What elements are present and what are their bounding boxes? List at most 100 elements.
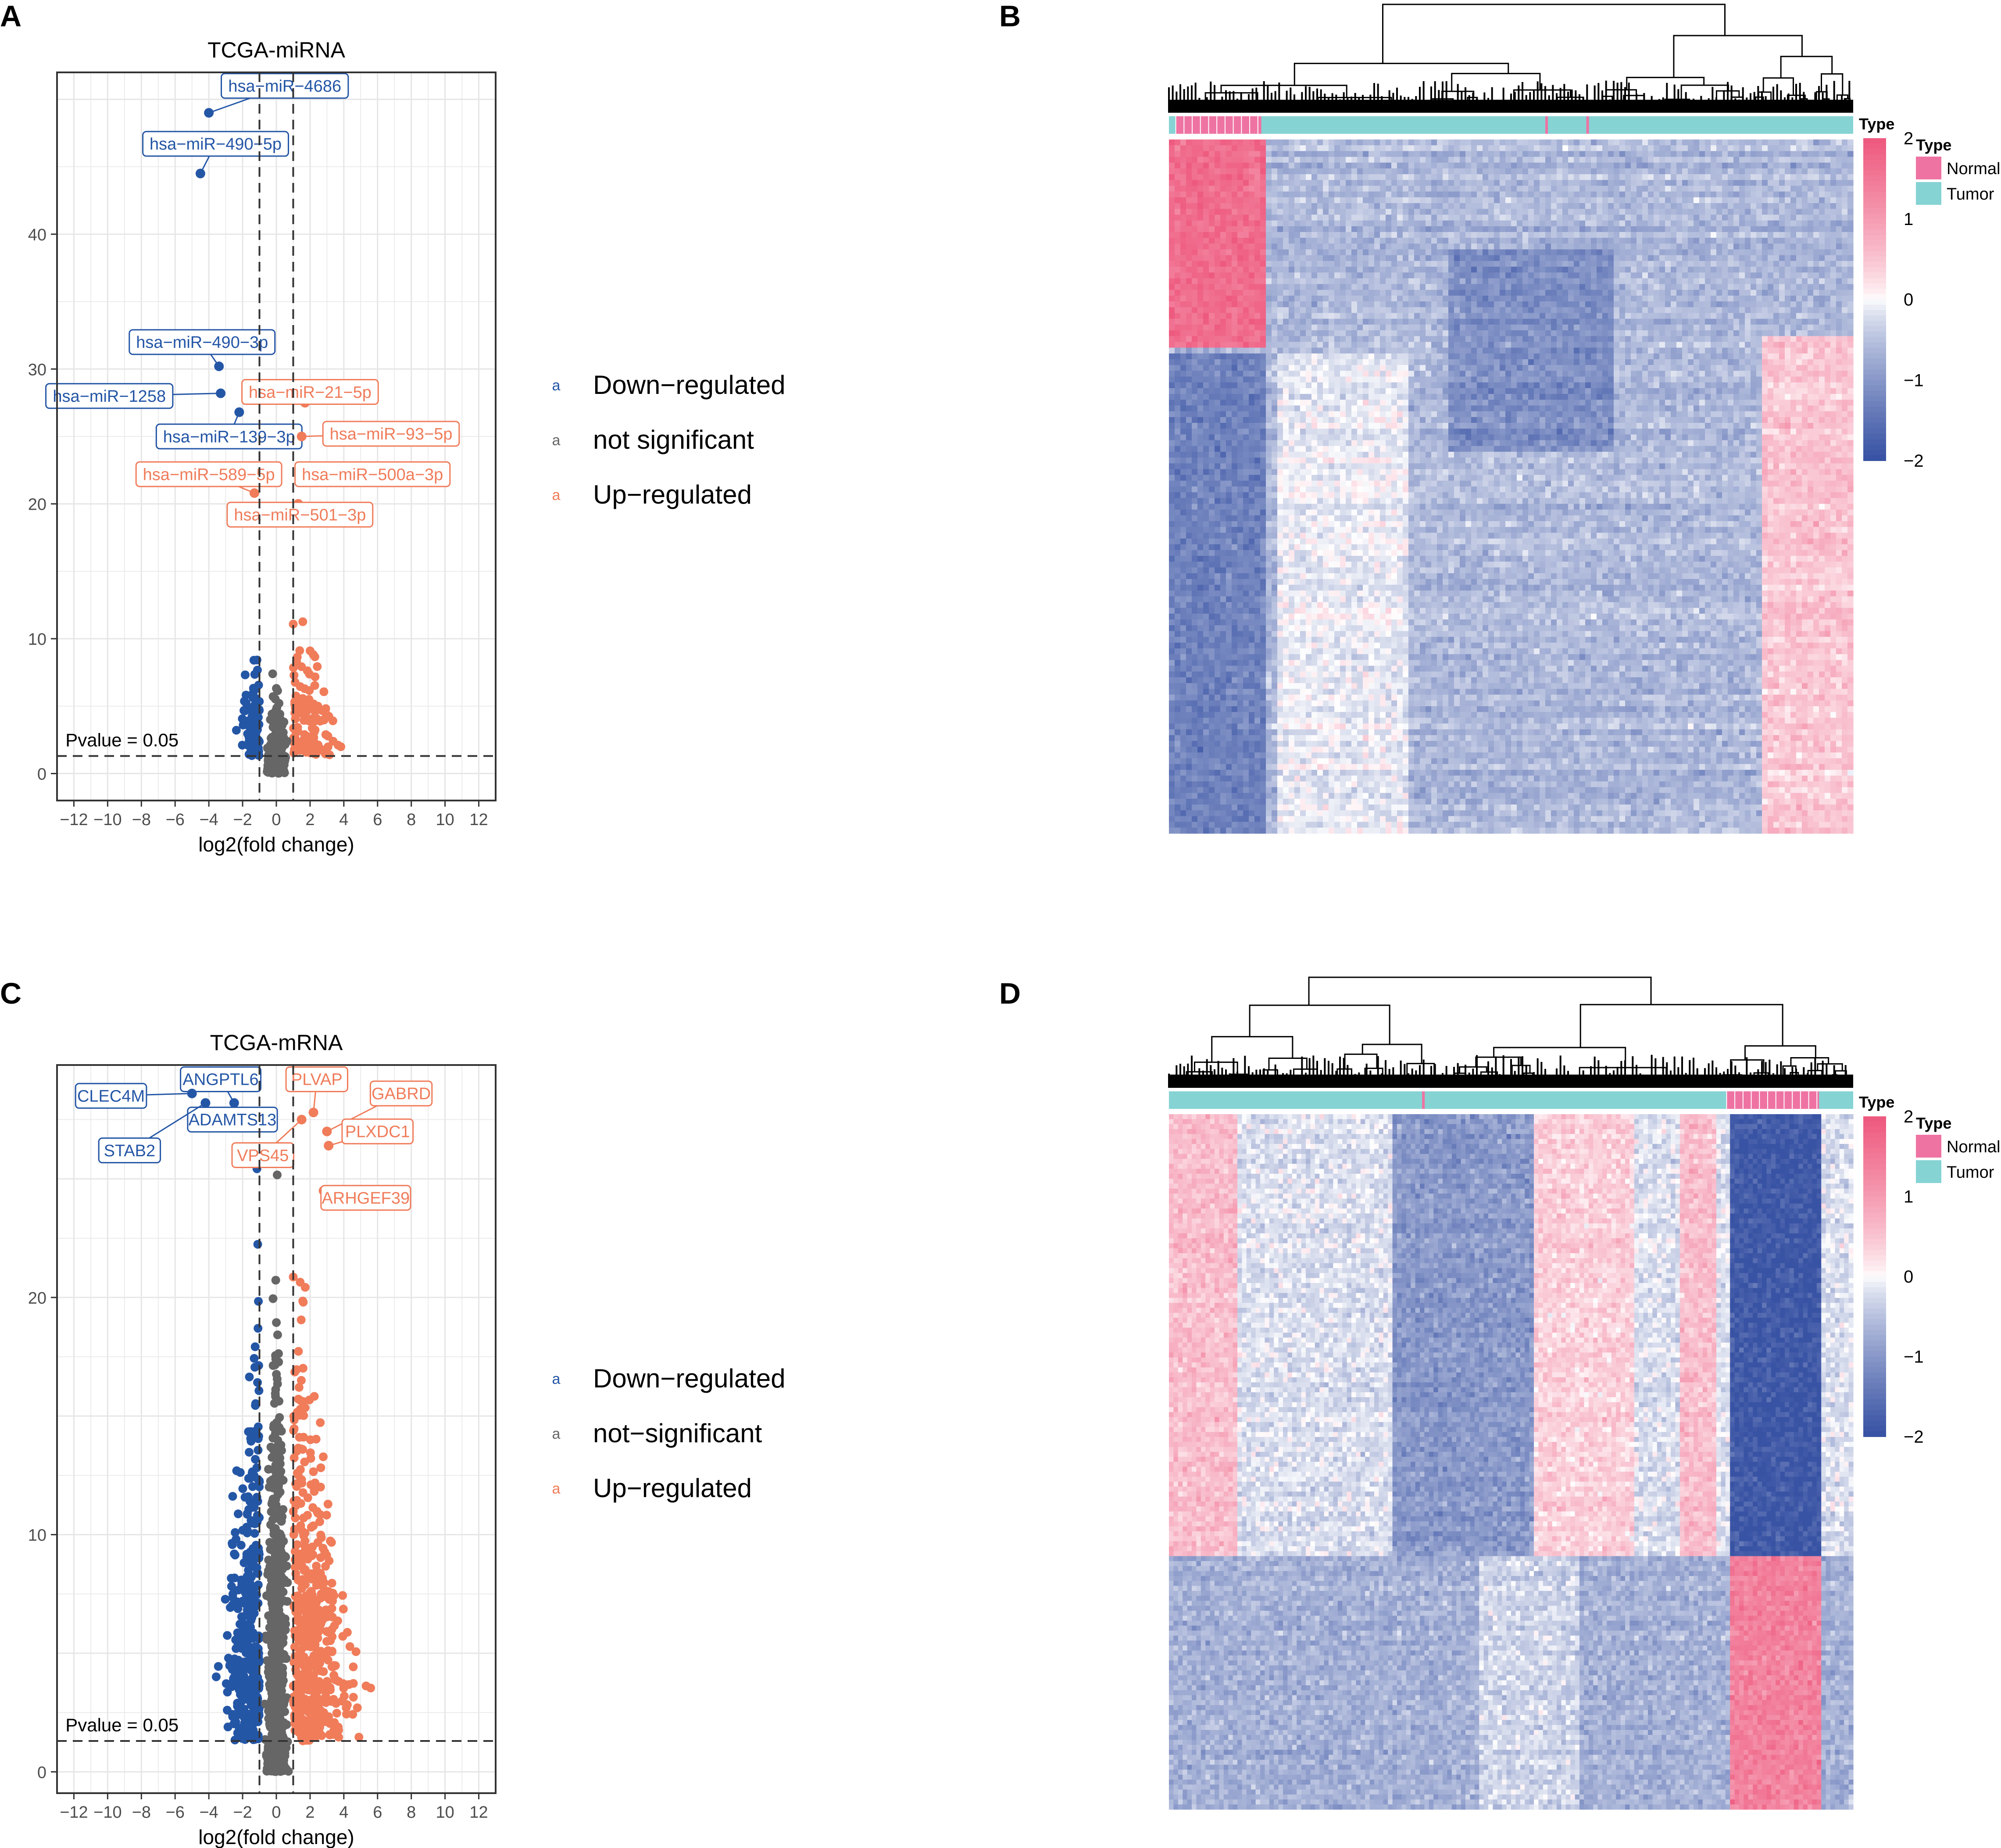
data-point bbox=[290, 740, 299, 749]
data-point bbox=[275, 699, 283, 708]
data-point bbox=[306, 647, 314, 655]
y-tick-label: 20 bbox=[28, 496, 46, 514]
x-tick-label: 6 bbox=[373, 811, 382, 829]
data-point bbox=[238, 715, 247, 723]
labelled-point bbox=[214, 361, 224, 371]
data-point bbox=[230, 1573, 239, 1582]
label-text: hsa−miR−1258 bbox=[53, 387, 166, 406]
labelled-point bbox=[204, 108, 214, 118]
data-point bbox=[320, 715, 329, 724]
data-point bbox=[324, 732, 332, 740]
x-tick-label: −12 bbox=[60, 811, 88, 829]
label-text: hsa−miR−21−5p bbox=[249, 383, 372, 402]
data-point bbox=[275, 710, 284, 718]
data-point bbox=[242, 699, 250, 708]
x-tick-label: 10 bbox=[436, 811, 454, 829]
label-text: hsa−miR−139−3p bbox=[163, 428, 295, 446]
data-point bbox=[311, 681, 319, 690]
legend-entry: not significant bbox=[593, 425, 754, 454]
x-tick-label: −4 bbox=[199, 811, 218, 829]
legend-entry: Up−regulated bbox=[593, 480, 752, 509]
legend-key: a bbox=[552, 432, 561, 449]
data-point bbox=[212, 1673, 221, 1681]
volcano-plot-mirna: hsa−miR−4686 hsa−miR−490−5p hsa−miR−490−3p… bbox=[0, 38, 786, 856]
data-point bbox=[313, 662, 322, 671]
y-tick-label: 30 bbox=[28, 361, 46, 379]
label-text: hsa−miR−490−5p bbox=[150, 135, 282, 154]
data-point bbox=[307, 715, 316, 723]
label-text: hsa−miR−500a−3p bbox=[302, 465, 443, 484]
x-tick-label: 0 bbox=[272, 811, 281, 829]
data-point bbox=[316, 1463, 325, 1472]
chart-title: TCGA-miRNA bbox=[207, 38, 346, 62]
data-point bbox=[349, 1693, 358, 1701]
panel-label-b: B bbox=[999, 0, 1021, 33]
data-point bbox=[253, 666, 262, 675]
labelled-point bbox=[297, 432, 307, 441]
data-point bbox=[339, 1605, 348, 1613]
data-point bbox=[308, 724, 317, 733]
p-threshold-label: Pvalue = 0.05 bbox=[65, 730, 179, 751]
labelled-point bbox=[250, 488, 259, 498]
data-point bbox=[248, 727, 257, 736]
legend-key: a bbox=[552, 487, 561, 504]
data-point bbox=[268, 714, 277, 723]
data-point bbox=[221, 1595, 230, 1604]
data-point bbox=[232, 726, 241, 735]
data-point bbox=[309, 1467, 318, 1476]
data-point bbox=[327, 1538, 336, 1547]
data-point bbox=[293, 653, 302, 661]
label-text: hsa−miR−589−5p bbox=[143, 465, 275, 484]
y-tick-label: 40 bbox=[28, 226, 46, 244]
data-point bbox=[269, 1294, 278, 1303]
data-point bbox=[268, 743, 277, 752]
data-point bbox=[298, 617, 307, 626]
labelled-point bbox=[234, 407, 244, 417]
data-point bbox=[300, 684, 309, 693]
labelled-point bbox=[216, 389, 225, 398]
label-text: hsa−miR−93−5p bbox=[330, 425, 453, 443]
data-point bbox=[269, 692, 278, 701]
data-point bbox=[274, 725, 282, 733]
data-point bbox=[230, 1550, 239, 1558]
legend-entry: Down−regulated bbox=[593, 370, 786, 400]
data-point bbox=[336, 742, 345, 751]
data-point bbox=[272, 756, 281, 765]
panel-label-a: A bbox=[0, 0, 21, 33]
data-point bbox=[297, 698, 305, 707]
data-point bbox=[268, 669, 277, 678]
data-point bbox=[300, 730, 309, 739]
label-text: hsa−miR−501−3p bbox=[234, 506, 366, 525]
x-tick-label: −2 bbox=[233, 811, 252, 829]
data-point bbox=[239, 706, 248, 715]
x-tick-label: −6 bbox=[166, 811, 185, 829]
figure: A B C D hsa−miR−4686hsa−miR−490−5phsa−mi… bbox=[0, 0, 2001, 1848]
data-point bbox=[254, 1297, 263, 1306]
data-point bbox=[319, 687, 328, 696]
data-point bbox=[329, 716, 337, 725]
panel-label-c: C bbox=[0, 977, 21, 1010]
y-tick-label: 0 bbox=[37, 765, 46, 784]
legend: a Down−regulated a not significant a Up−regul… bbox=[552, 370, 786, 509]
x-tick-label: 4 bbox=[339, 811, 348, 829]
data-point bbox=[245, 1373, 254, 1381]
data-point bbox=[303, 1511, 312, 1519]
data-point bbox=[254, 1324, 262, 1333]
data-point bbox=[319, 1452, 328, 1461]
x-tick-label: 2 bbox=[305, 811, 314, 829]
legend-key: a bbox=[552, 377, 561, 394]
label-text: hsa−miR−4686 bbox=[228, 77, 341, 96]
data-point bbox=[254, 736, 263, 745]
data-point bbox=[272, 1318, 281, 1327]
y-tick-label: 10 bbox=[28, 630, 46, 649]
data-point bbox=[308, 701, 317, 710]
data-point bbox=[303, 666, 312, 675]
labelled-point bbox=[196, 169, 205, 179]
x-axis-label: log2(fold change) bbox=[198, 833, 354, 856]
label-text: hsa−miR−490−3p bbox=[136, 333, 268, 352]
x-tick-label: −8 bbox=[132, 811, 151, 829]
data-point bbox=[241, 671, 250, 679]
data-point bbox=[311, 672, 319, 681]
data-point bbox=[316, 1418, 325, 1427]
x-tick-label: 8 bbox=[407, 811, 416, 829]
